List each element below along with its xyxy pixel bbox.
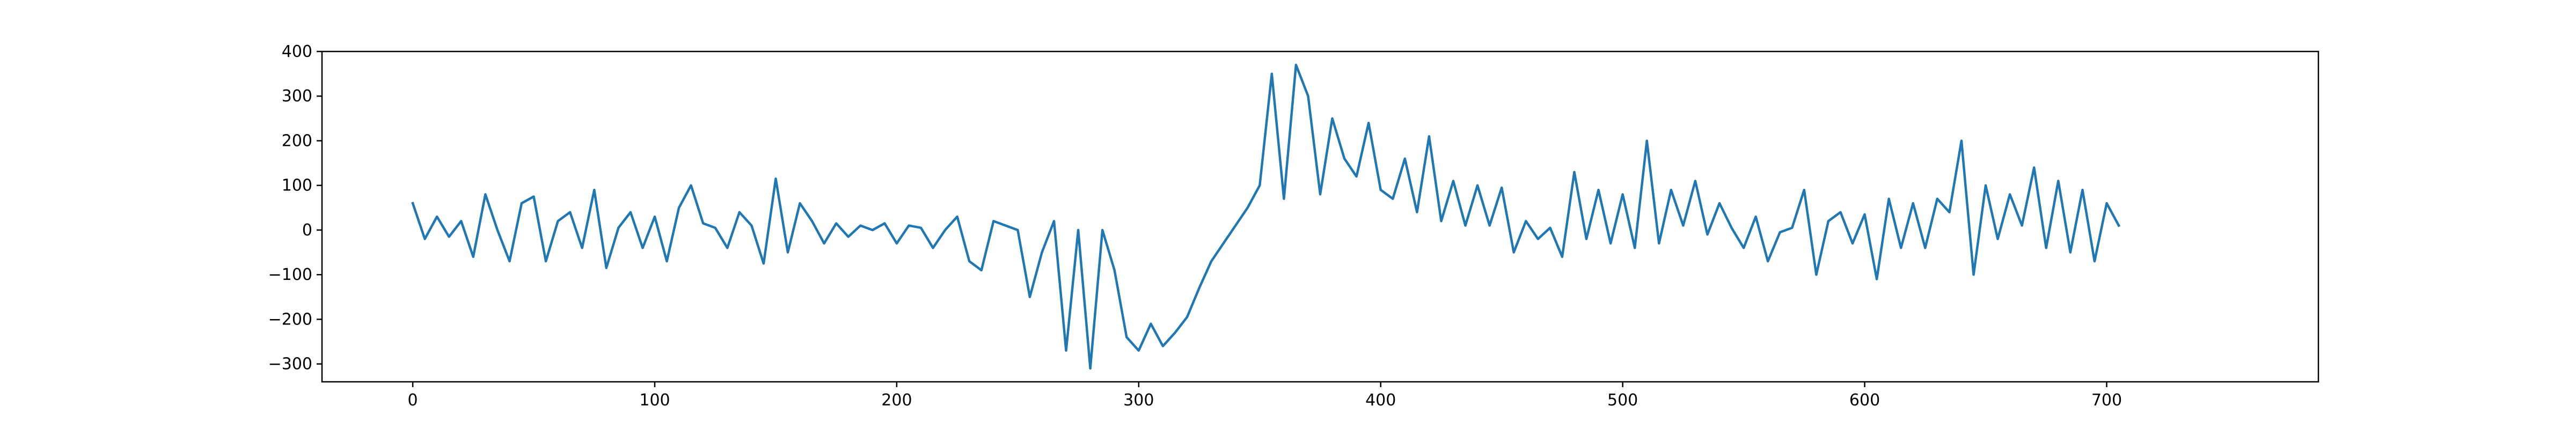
x-tick-label: 100 [639,391,670,410]
y-tick-label: 400 [282,42,312,61]
x-tick-label: 200 [881,391,912,410]
series-line [411,63,2121,370]
y-tick-label: −300 [268,355,312,374]
y-axis: −300 −200 −100 0 100 200 300 400 [268,42,322,374]
y-tick-label: 300 [282,87,312,106]
plot-frame [321,50,2319,383]
y-tick-label: 0 [302,221,312,240]
x-axis: 0 100 200 300 400 500 600 700 [408,382,2122,410]
x-tick-label: 700 [2091,391,2122,410]
x-tick-label: 500 [1607,391,1638,410]
x-tick-label: 600 [1849,391,1880,410]
y-tick-label: −100 [268,265,312,284]
y-tick-label: 200 [282,131,312,150]
x-tick-label: 400 [1365,391,1396,410]
y-tick-label: 100 [282,176,312,195]
x-tick-label: 0 [408,391,418,410]
y-tick-label: −200 [268,310,312,329]
x-tick-label: 300 [1123,391,1154,410]
